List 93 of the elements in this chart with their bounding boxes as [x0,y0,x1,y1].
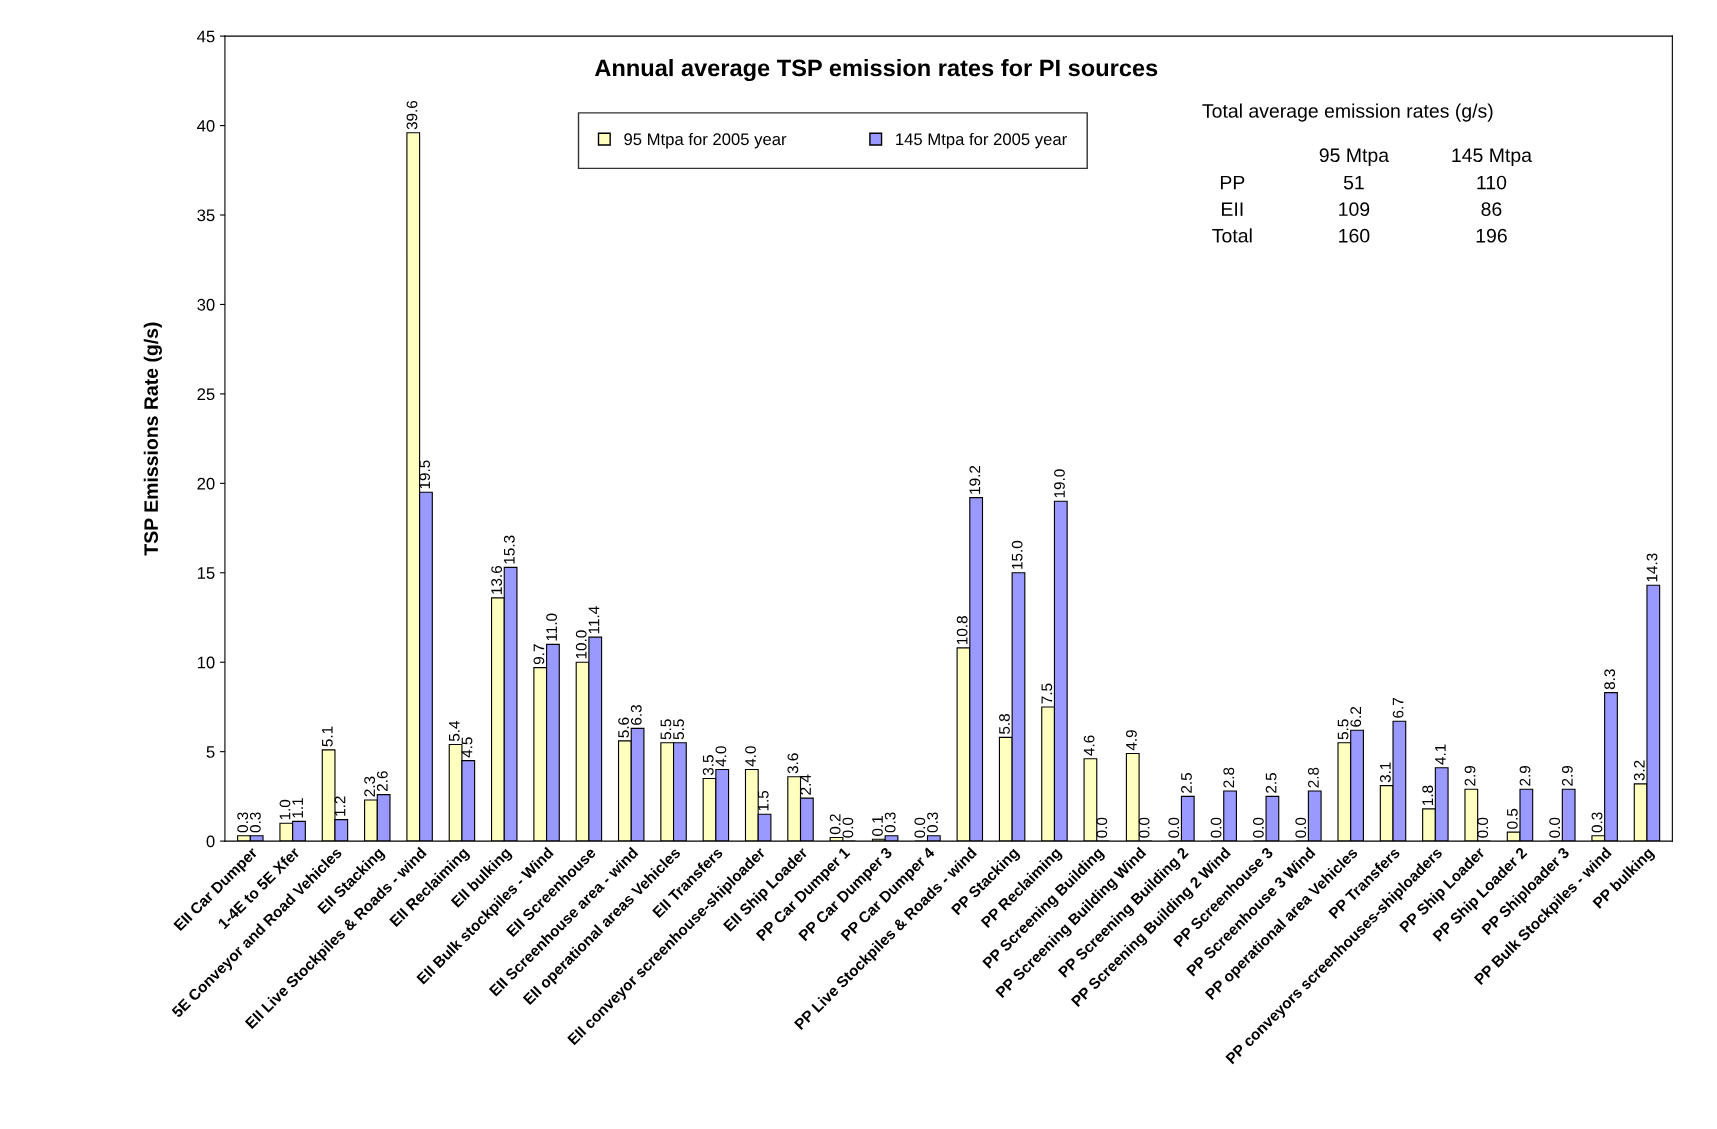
data-label: 0.5 [1506,808,1518,829]
data-label: 5.4 [449,720,460,742]
data-label: 3.5 [702,755,714,776]
data-label: 8.3 [1604,669,1616,690]
data-label: 19.5 [419,460,431,489]
data-label: 0.3 [249,812,261,833]
data-label: 0.0 [1210,817,1222,838]
data-label: 0.3 [237,812,249,833]
annotation: 109 [1339,202,1370,217]
data-label: 10.8 [956,616,968,644]
data-label: 2.8 [1223,767,1235,788]
data-label: 0.0 [1168,817,1180,838]
data-label: 11.0 [546,613,558,641]
data-label: 0.3 [884,812,896,833]
data-label: 10.0 [575,630,587,659]
data-label: 19.0 [1054,469,1065,498]
annotation: 51 [1343,175,1364,190]
legend-label: 145 Mtpa for 2005 year [896,132,1067,149]
data-label: 0.3 [927,812,938,833]
data-label: 4.0 [715,746,727,767]
data-label: 0.0 [842,817,854,838]
data-label: 6.7 [1392,698,1404,718]
data-label: 6.3 [630,705,642,725]
data-label: 2.9 [1561,765,1573,786]
data-label: 2.5 [1265,773,1277,793]
data-label: 14.3 [1646,553,1658,582]
data-label: 13.6 [491,565,503,594]
data-label: 2.5 [1181,773,1192,793]
data-label: 39.6 [406,100,418,130]
data-label: 3.6 [787,753,799,774]
data-label: 0.2 [829,814,841,835]
data-label: 15.3 [503,535,515,564]
data-label: 1.8 [1422,785,1434,805]
data-label: 2.3 [364,776,376,797]
data-label: 4.6 [1083,735,1095,756]
data-label: 9.7 [533,644,545,665]
annotation: 196 [1476,228,1507,243]
y-tick-label: 5 [206,746,215,758]
data-label: 3.1 [1379,762,1391,783]
data-label: 5.5 [673,719,684,740]
data-label: 4.0 [745,746,756,767]
data-label: 5.6 [618,717,629,738]
data-label: 4.1 [1435,744,1446,765]
annotation: Total average emission rates (g/s) [1202,103,1493,122]
y-tick-label: 30 [197,298,215,311]
data-label: 5.1 [322,726,333,747]
annotation: Total [1212,228,1252,243]
data-label: 0.0 [1295,817,1307,838]
data-label: 5.5 [660,719,672,740]
data-label: 7.5 [1041,683,1053,704]
legend-label: 95 Mtpa for 2005 year [624,132,787,149]
annotation: PP [1220,175,1245,190]
annotation: 110 [1477,175,1507,190]
data-label: 15.0 [1011,540,1023,569]
data-label: 1.5 [757,790,769,811]
data-label: 2.8 [1308,767,1319,788]
annotation: 160 [1339,228,1370,243]
y-tick-label: 0 [206,835,215,848]
data-label: 6.2 [1350,706,1362,727]
y-tick-label: 40 [197,119,215,132]
data-label: 0.0 [1138,817,1150,838]
y-tick-label: 10 [197,656,215,669]
annotation: 95 Mtpa [1319,148,1390,166]
data-label: 2.9 [1464,765,1476,786]
data-label: 0.1 [872,816,883,836]
data-label: 0.3 [1591,812,1603,833]
y-tick-label: 45 [197,30,215,43]
data-label: 1.1 [292,798,303,818]
data-label: 0.0 [1549,817,1561,838]
data-label: 5.5 [1337,719,1349,740]
annotation: 86 [1481,202,1502,217]
data-label: 5.8 [999,714,1010,734]
data-label: 19.2 [969,465,981,494]
data-label: 0.0 [1253,817,1264,838]
data-label: 0.0 [1096,817,1108,838]
y-tick-label: 25 [197,388,215,401]
data-label: 2.6 [376,771,388,792]
annotation: 145 Mtpa [1452,148,1532,166]
y-tick-label: 20 [197,477,215,490]
data-label: 1.2 [334,796,346,816]
data-label: 1.0 [279,799,291,820]
data-label: 11.4 [588,606,600,634]
data-label: 4.5 [461,737,473,758]
text: Annual average TSP emission rates for PI sources [594,58,1158,82]
data-label: 3.2 [1633,760,1645,781]
data-label: 2.9 [1519,765,1531,786]
data-label: 4.9 [1126,730,1137,751]
y-axis-title: TSP Emissions Rate (g/s) [143,322,162,556]
data-label: 0.0 [914,817,926,838]
y-tick-label: 35 [197,209,215,222]
annotation: EII [1222,202,1243,216]
y-tick-label: 15 [197,567,215,579]
data-label: 0.0 [1477,817,1489,838]
